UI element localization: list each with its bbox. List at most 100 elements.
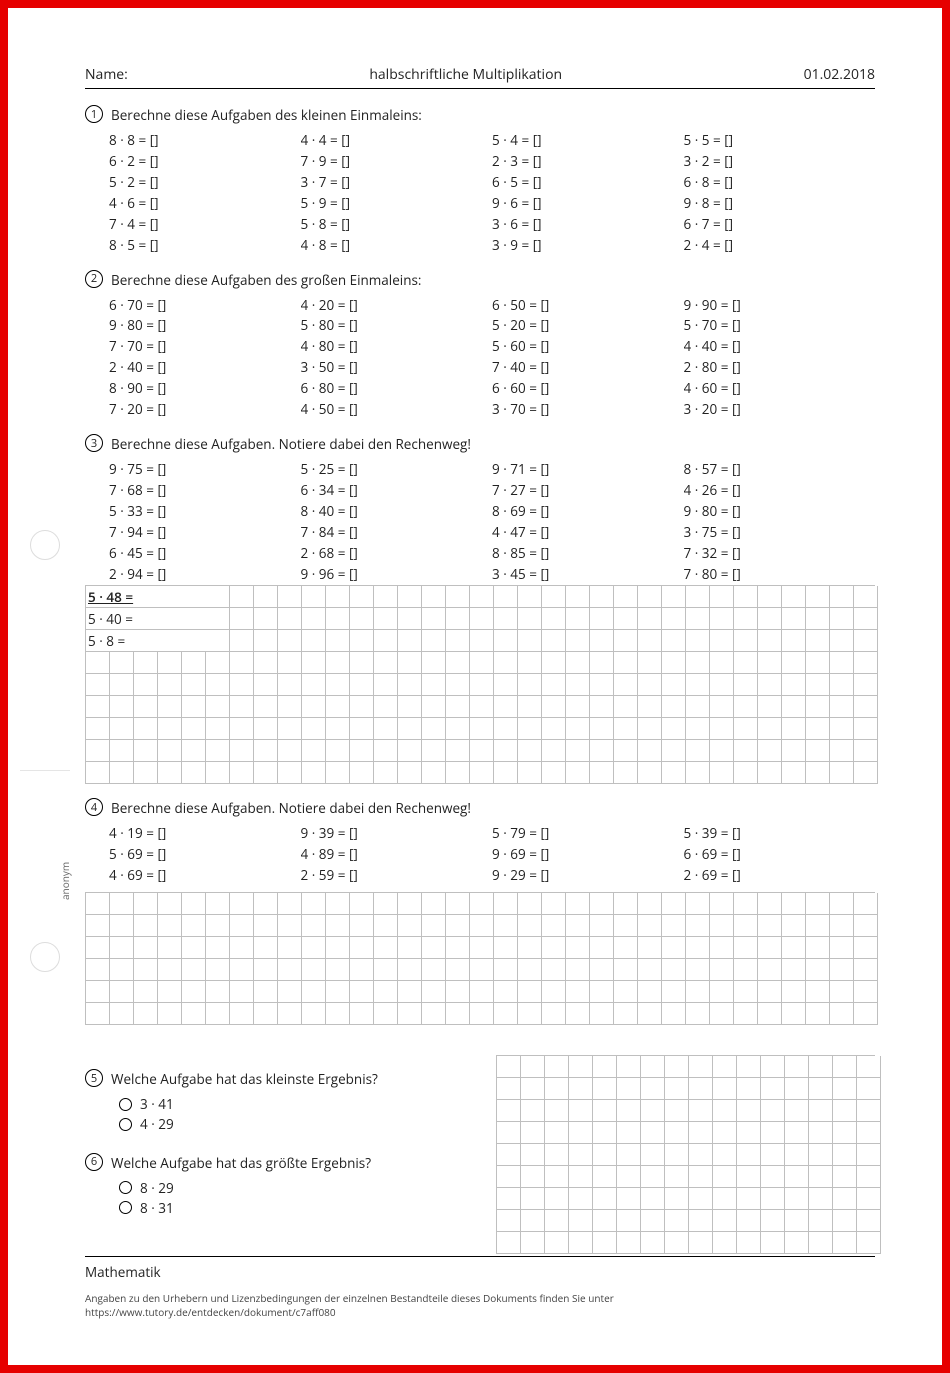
grid-cell [617, 1210, 641, 1232]
grid-cell [542, 630, 566, 652]
grid-cell [830, 937, 854, 959]
grid-cell [278, 893, 302, 915]
grid-cell [734, 586, 758, 608]
task-number-badge: 5 [85, 1069, 103, 1087]
grid-cell [761, 1078, 785, 1100]
grid-cell [806, 608, 830, 630]
grid-cell [830, 915, 854, 937]
grid-cell [782, 893, 806, 915]
grid-cell [686, 1003, 710, 1025]
grid-cell [422, 630, 446, 652]
task-number-badge: 4 [85, 798, 103, 816]
task-header-4: 4 Berechne diese Aufgaben. Notiere dabei… [85, 798, 875, 817]
grid-cell [521, 1144, 545, 1166]
grid-cell [854, 959, 878, 981]
grid-cell [521, 1188, 545, 1210]
grid-cell [518, 608, 542, 630]
grid-cell [758, 586, 782, 608]
grid-cell [110, 762, 134, 784]
equation-item: 8 · 79 = [] [301, 886, 493, 888]
grid-cell [710, 674, 734, 696]
grid-cell [809, 1056, 833, 1078]
grid-cell [545, 1056, 569, 1078]
grid-cell [686, 586, 710, 608]
grid-cell [494, 586, 518, 608]
grid-cell [785, 1166, 809, 1188]
worksheet-header: Name: halbschriftliche Multiplikation 01… [85, 65, 875, 89]
grid-cell [806, 674, 830, 696]
grid-cell [590, 586, 614, 608]
grid-cell [158, 937, 182, 959]
grid-cell [518, 740, 542, 762]
grid-cell [374, 893, 398, 915]
radio-option[interactable]: 4 · 29 [119, 1114, 496, 1134]
grid-cell [809, 1210, 833, 1232]
grid-cell [713, 1056, 737, 1078]
grid-cell [662, 762, 686, 784]
grid-cell [206, 981, 230, 1003]
equation-item: 7 · 40 = [] [492, 357, 684, 378]
equation-item: 6 · 34 = [] [301, 480, 493, 501]
task-number-badge: 1 [85, 105, 103, 123]
grid-cell [758, 696, 782, 718]
equation-item: 6 · 7 = [] [684, 214, 876, 235]
grid-cell [662, 586, 686, 608]
equation-item: 8 · 8 = [] [109, 130, 301, 151]
grid-cell [758, 740, 782, 762]
radio-label: 4 · 29 [140, 1114, 174, 1134]
grid-cell [206, 915, 230, 937]
grid-cell [446, 762, 470, 784]
grid-cell [854, 893, 878, 915]
grid-cell [830, 1003, 854, 1025]
grid-cell [86, 762, 110, 784]
grid-cell [326, 674, 350, 696]
equation-item: 5 · 2 = [] [109, 172, 301, 193]
grid-cell [326, 652, 350, 674]
grid-cell [785, 1232, 809, 1254]
grid-cell [545, 1100, 569, 1122]
radio-option[interactable]: 3 · 41 [119, 1094, 496, 1114]
grid-cell [593, 1100, 617, 1122]
equation-item: 7 · 32 = [] [684, 543, 876, 564]
grid-cell [806, 915, 830, 937]
grid-cell [593, 1144, 617, 1166]
equation-item: 7 · 94 = [] [109, 522, 301, 543]
equation-item: 2 · 68 = [] [301, 543, 493, 564]
grid-cell [638, 740, 662, 762]
grid-cell [713, 1232, 737, 1254]
grid-cell [689, 1188, 713, 1210]
grid-cell [686, 696, 710, 718]
equation-item: 9 · 96 = [] [301, 564, 493, 581]
task-prompt: Berechne diese Aufgaben des kleinen Einm… [111, 105, 422, 124]
grid-cell [590, 674, 614, 696]
grid-cell [833, 1210, 857, 1232]
grid-cell [350, 718, 374, 740]
equation-item: 8 · 90 = [] [109, 378, 301, 399]
grid-cell [593, 1056, 617, 1078]
grid-cell [761, 1188, 785, 1210]
radio-option[interactable]: 8 · 29 [119, 1178, 496, 1198]
grid-cell [638, 762, 662, 784]
grid-cell [350, 630, 374, 652]
equation-item: 7 · 27 = [] [492, 480, 684, 501]
grid-cell [542, 1003, 566, 1025]
grid-cell [785, 1122, 809, 1144]
equation-item: 4 · 8 = [] [301, 235, 493, 256]
grid-cell [110, 718, 134, 740]
grid-cell [470, 696, 494, 718]
grid-cell [761, 1210, 785, 1232]
grid-cell [710, 608, 734, 630]
grid-cell [713, 1122, 737, 1144]
grid-cell [374, 981, 398, 1003]
grid-cell [590, 959, 614, 981]
grid-cell [86, 696, 110, 718]
equation-item: 8 · 57 = [] [684, 459, 876, 480]
grid-cell [809, 1144, 833, 1166]
grid-cell [545, 1122, 569, 1144]
grid-cell [617, 1100, 641, 1122]
task-header-1: 1 Berechne diese Aufgaben des kleinen Ei… [85, 105, 875, 124]
grid-cell [662, 959, 686, 981]
radio-option[interactable]: 8 · 31 [119, 1198, 496, 1218]
grid-cell [614, 696, 638, 718]
grid-cell [689, 1122, 713, 1144]
